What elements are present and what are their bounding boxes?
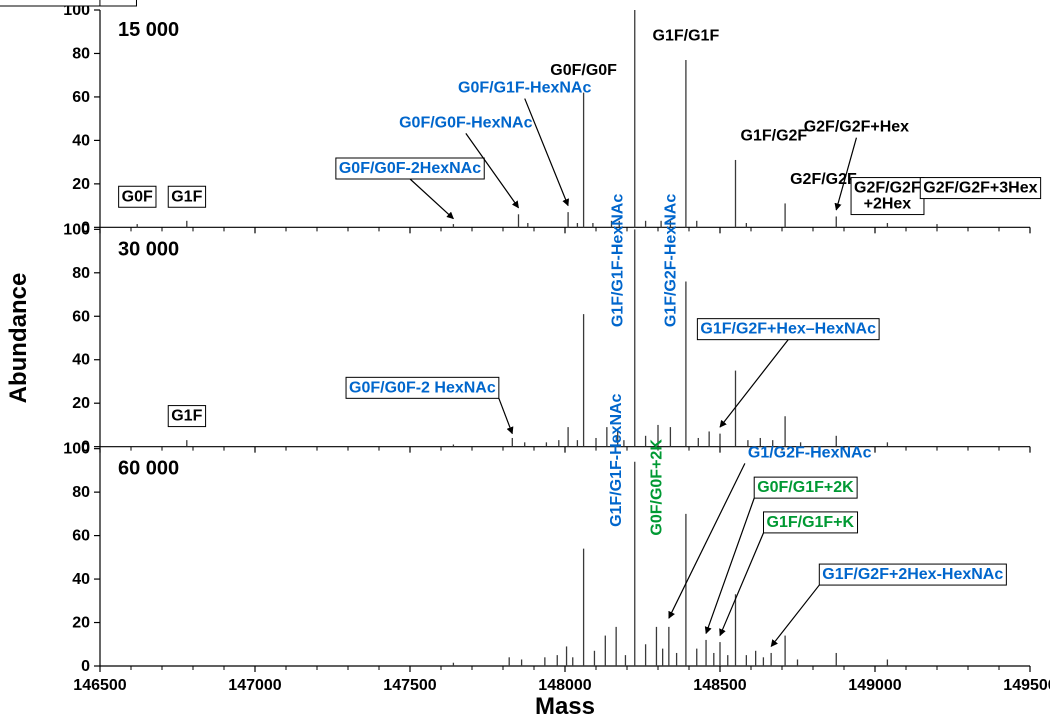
annotation-arrow [720, 340, 788, 427]
annotation-arrow [669, 463, 745, 618]
peak-label: G2F/G2F+2Hex [854, 180, 921, 213]
annotation-arrow [771, 585, 819, 646]
y-tick-label: 100 [63, 441, 90, 458]
mass-spectra-figure: Abundance Mass 0 20 40 60 80 100 15 000 G0F G1F G0F… [0, 0, 1050, 726]
panel-label: 15 000 [118, 19, 179, 41]
peak-label: G1F [171, 188, 202, 205]
x-axis-title: Mass [535, 693, 595, 720]
y-tick-label: 60 [72, 528, 90, 545]
y-tick-label: 20 [72, 395, 90, 412]
panel-p15000: 02040608010015 000G0FG1FG0F/G0F-2HexNAcG… [63, 0, 1040, 236]
annotation-arrow [410, 179, 453, 219]
y-tick-label: 40 [72, 352, 90, 369]
y-axis-title: Abundance [5, 273, 32, 404]
y-tick-label: 0 [81, 658, 90, 675]
peak-label: G1F/G1F+K [767, 514, 855, 531]
peak-label: G0F/G1F+2K [757, 479, 854, 496]
peak-label: G0F/G1F-HexNAc [458, 80, 591, 97]
y-tick-label: 40 [72, 132, 90, 149]
peak-label: G1F [171, 408, 202, 425]
x-tick-label: 146500 [73, 677, 126, 694]
x-tick-label: 149500 [1003, 677, 1050, 694]
peak-label: G0F/G0F-2 HexNAc [349, 379, 496, 396]
panel-p60000: 0 20 40 60 80 100 146500 147000 147500 148000 1485… [0, 0, 1050, 694]
peak-label: G0F/G0F-2HexNAc [339, 160, 481, 177]
peak-label: G1/G2F-HexNAc [748, 444, 872, 461]
x-tick-label: 149000 [848, 677, 901, 694]
y-tick-label: 20 [72, 615, 90, 632]
annotation-arrow [499, 398, 512, 433]
x-tick-label: 148000 [538, 677, 591, 694]
peak-label: G1F/G2F [741, 127, 808, 144]
peak-label: G1F/G2F-HexNAc [662, 194, 679, 327]
peak-label: G1F/G1F-HexNAc [608, 393, 625, 526]
peak-label: G0F/G0F [550, 62, 617, 79]
y-tick-label: 80 [72, 265, 90, 282]
annotation-arrow [525, 99, 568, 206]
y-tick-label: 20 [72, 176, 90, 193]
peak-label: G2F/G2F+3Hex [923, 180, 1037, 197]
y-tick-label: 80 [72, 484, 90, 501]
peak-label: G0F [122, 188, 153, 205]
y-tick-label: 60 [72, 308, 90, 325]
peak-label: G1F/G1F-HexNAc [610, 194, 627, 327]
peak-label: G1F/G1F [653, 27, 720, 44]
x-tick-label: 147500 [383, 677, 436, 694]
x-tick-label: 147000 [228, 677, 281, 694]
x-tick-label: 148500 [693, 677, 746, 694]
annotation-arrow [720, 533, 764, 636]
y-tick-label: 80 [72, 45, 90, 62]
peak-label: G2F/G2F+Hex [804, 119, 909, 136]
peak-label: G0F/G0F-HexNAc [399, 114, 532, 131]
y-tick-label: 40 [72, 571, 90, 588]
peak-label: G1F/G2F+2Hex-HexNAc [822, 566, 1003, 583]
y-tick-label: 100 [63, 221, 90, 238]
panel-label: 60 000 [118, 458, 179, 480]
peak-label: G0F/G0F+2K [648, 439, 665, 536]
y-tick-label: 60 [72, 89, 90, 106]
peak-label: G1F/G2F+Hex–HexNAc [700, 321, 876, 338]
label-box [0, 0, 100, 6]
panel-label: 30 000 [118, 238, 179, 260]
